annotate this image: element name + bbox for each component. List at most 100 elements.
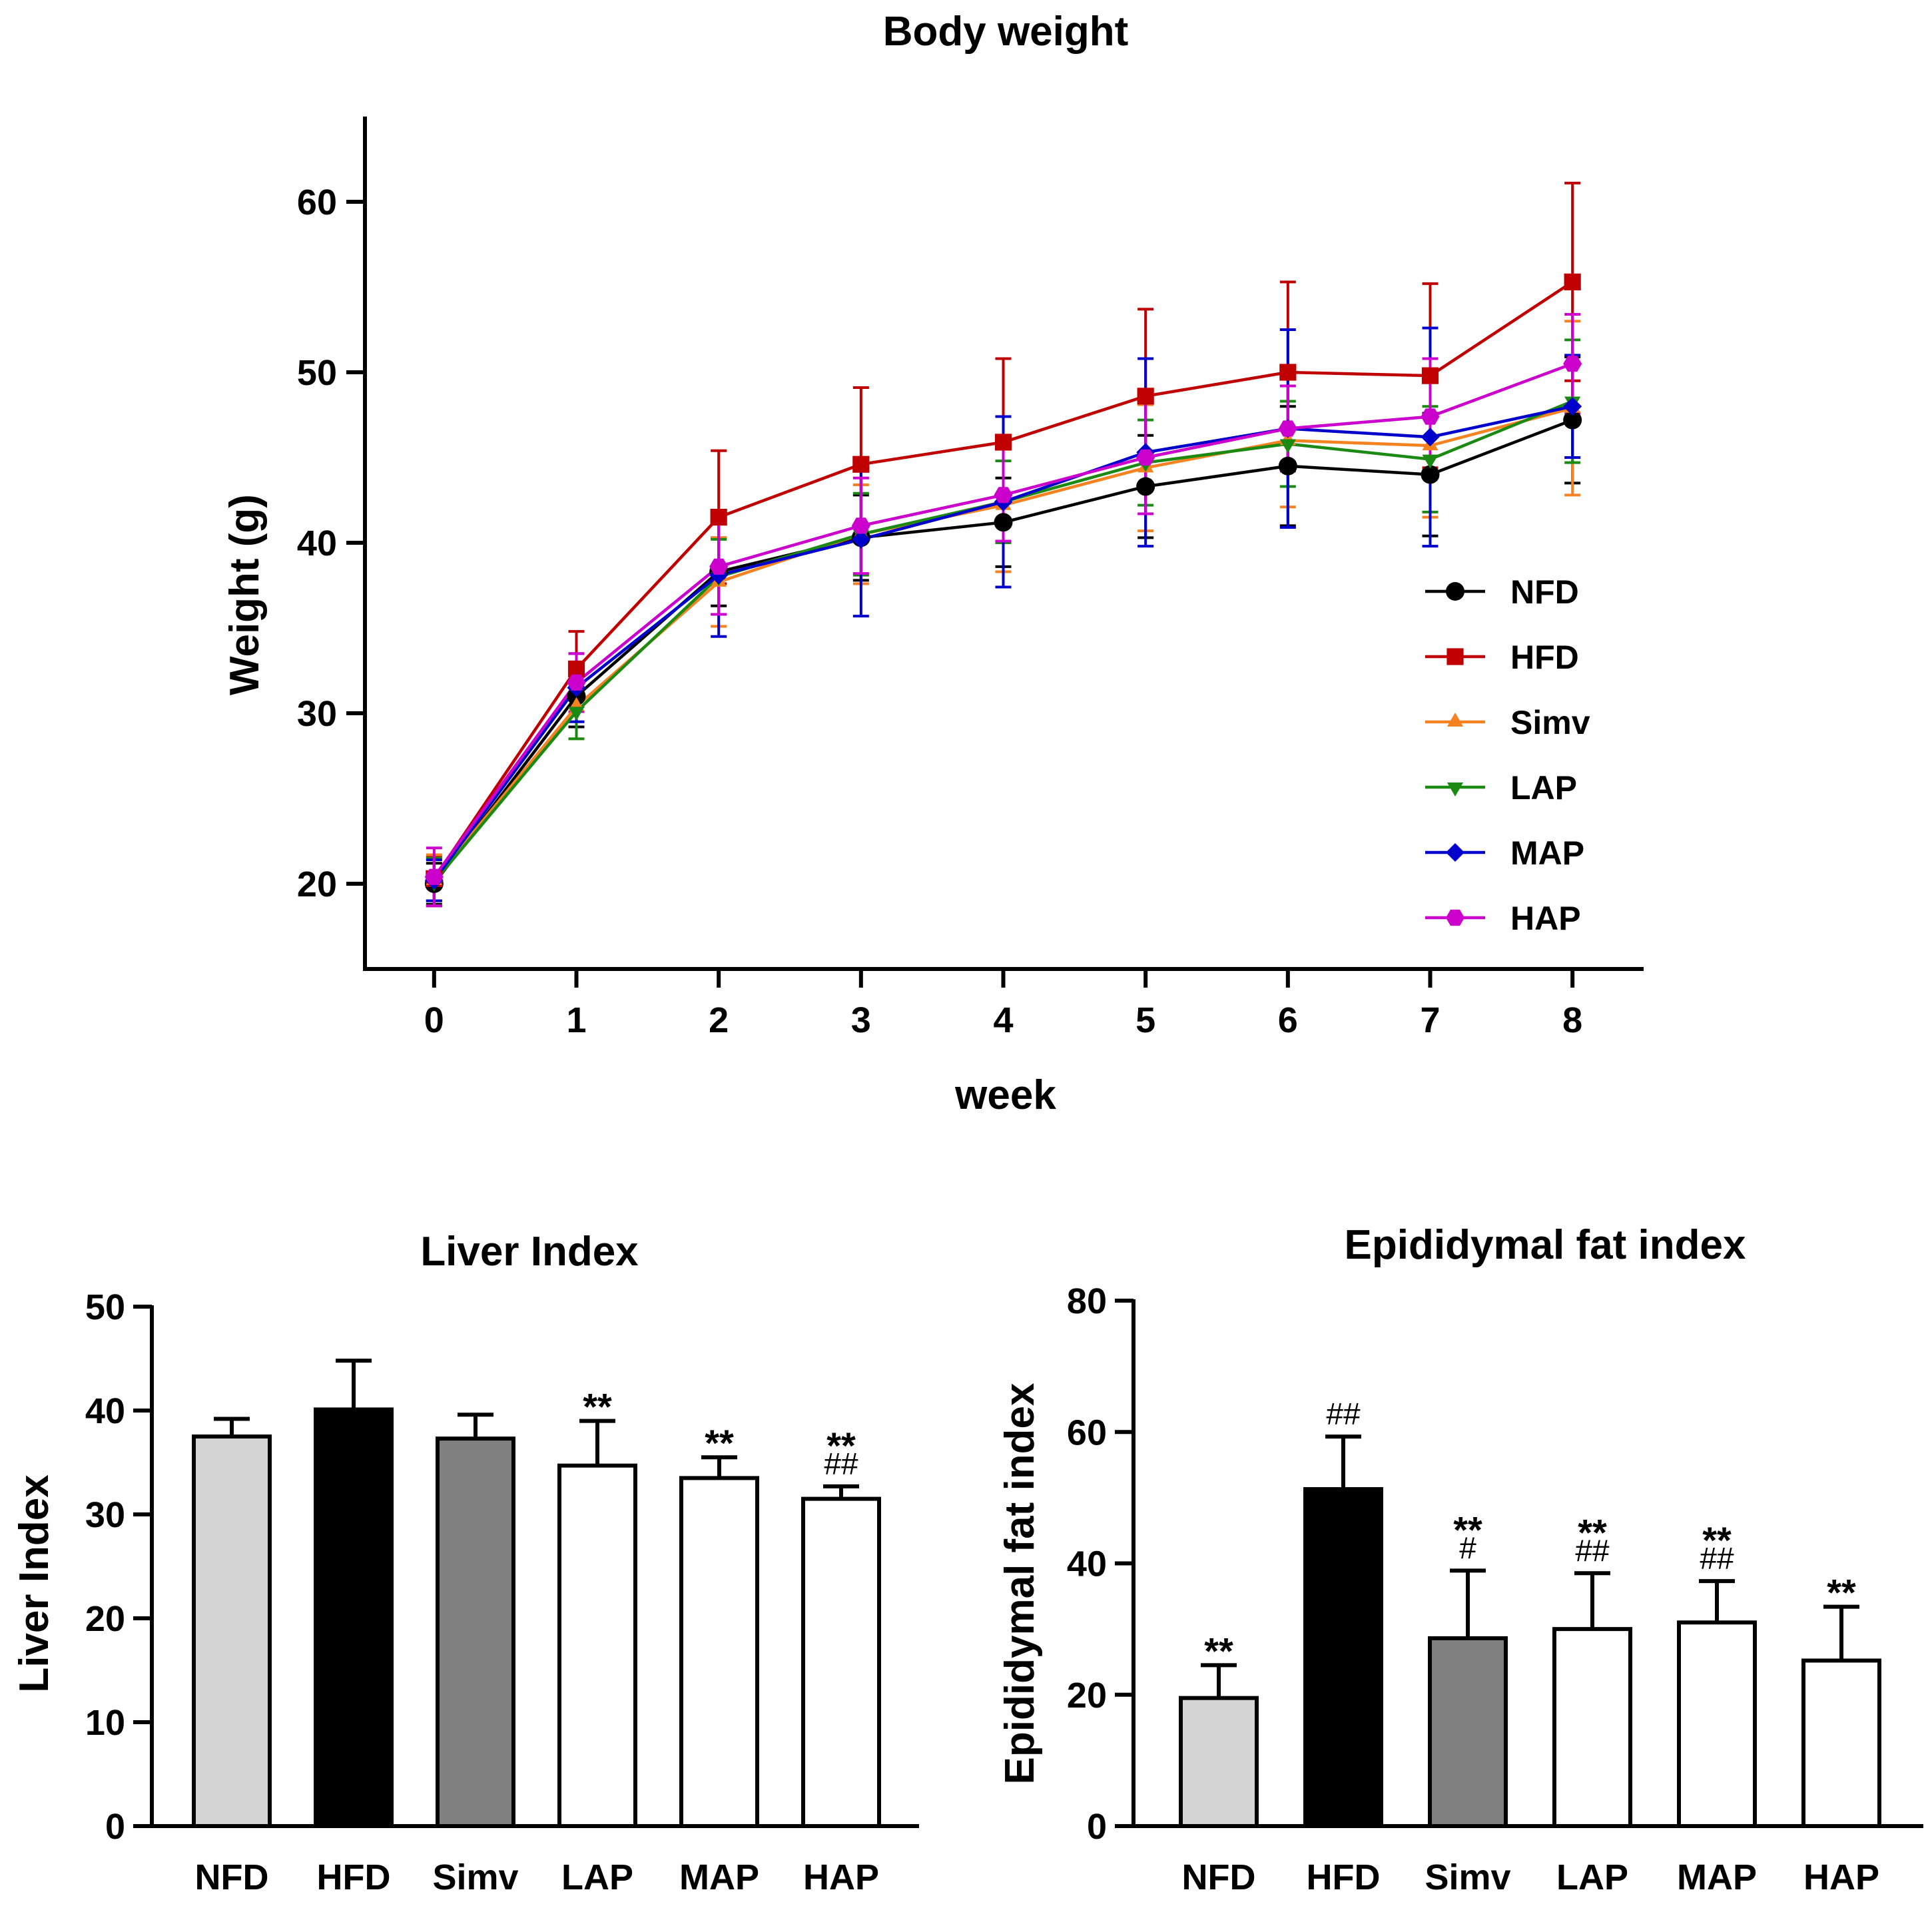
legend-marker-simv [1447, 713, 1464, 727]
x-tick-label: 2 [709, 1000, 729, 1040]
legend-label-simv: Simv [1510, 704, 1590, 741]
point-hap [851, 517, 870, 534]
bar-hfd [1303, 1487, 1383, 1828]
annotation-star-nfd: ** [1204, 1630, 1233, 1672]
y-tick-label: 10 [85, 1703, 125, 1743]
point-hap [1563, 356, 1582, 372]
bar-nfd [1179, 1696, 1259, 1828]
x-tick-label-hfd: HFD [317, 1857, 391, 1897]
y-axis-label: Epididymal fat index [997, 1383, 1043, 1784]
point-hfd [1279, 364, 1297, 381]
y-tick-label: 60 [1067, 1413, 1107, 1452]
axes: 0 20 40 60 80 NFD HFD Simv LAP MAP HAP [1067, 1281, 1923, 1897]
y-tick-label: 0 [1087, 1807, 1107, 1847]
point-hap [709, 558, 729, 575]
x-tick-label-nfd: NFD [195, 1857, 269, 1897]
y-tick-label: 40 [297, 523, 337, 563]
point-lap [1422, 454, 1439, 469]
y-tick-label: 50 [297, 353, 337, 393]
point-hap [1278, 420, 1297, 437]
bars [1179, 1434, 1881, 1829]
y-tick-label: 50 [85, 1287, 125, 1327]
point-nfd [1136, 477, 1155, 496]
y-axis-label: Weight (g) [222, 494, 268, 695]
x-tick-label-hfd: HFD [1307, 1857, 1381, 1897]
bars [192, 1359, 881, 1829]
annotation-hash-hfd: ## [1326, 1397, 1361, 1431]
annotation-hash-map: ## [1700, 1541, 1734, 1576]
legend-marker-nfd [1446, 582, 1464, 601]
point-hfd [994, 434, 1012, 451]
x-axis-label: week [954, 1072, 1056, 1118]
x-tick-label-lap: LAP [561, 1857, 633, 1897]
legend-marker-hfd [1447, 648, 1464, 665]
annotation-star-simv: ** [1453, 1508, 1482, 1550]
y-tick-label: 60 [297, 182, 337, 222]
bar-hap [801, 1496, 881, 1829]
y-tick-label: 30 [297, 694, 337, 734]
point-hap [994, 487, 1013, 503]
annotation-star-hap: ** [826, 1425, 856, 1466]
x-tick-label-simv: Simv [1425, 1857, 1510, 1897]
point-map [1563, 397, 1582, 416]
x-tick-label-nfd: NFD [1182, 1857, 1256, 1897]
annotation-star-hap: ** [1827, 1572, 1856, 1614]
point-lap [568, 707, 585, 721]
annotation-hash-lap: ## [1575, 1533, 1610, 1568]
point-hfd [1564, 273, 1581, 290]
y-tick-label: 0 [105, 1807, 125, 1847]
legend-label-lap: LAP [1510, 769, 1577, 806]
bar-nfd [192, 1434, 272, 1828]
y-axis-label: Liver Index [11, 1474, 57, 1693]
point-hap [1136, 449, 1155, 466]
chart-title: Epididymal fat index [1345, 1222, 1746, 1268]
legend-marker-map [1446, 843, 1464, 862]
bar-simv [1428, 1636, 1508, 1829]
bar-lap [557, 1463, 637, 1828]
x-tick-label-map: MAP [1677, 1857, 1757, 1897]
legend: NFD HFD Simv LAP MAP HAP [1425, 573, 1590, 937]
liver-index-chart: Liver Index Liver Index 0 10 20 30 40 50 NFD HF… [11, 1229, 919, 1897]
point-map [851, 529, 870, 549]
y-tick-label: 20 [297, 864, 337, 904]
y-tick-label: 40 [85, 1391, 125, 1431]
x-tick-label-hap: HAP [1803, 1857, 1879, 1897]
annotation-star-map: ** [1702, 1519, 1732, 1561]
x-tick-label-hap: HAP [803, 1857, 879, 1897]
x-tick-label: 5 [1135, 1000, 1155, 1040]
x-tick-label-simv: Simv [432, 1857, 518, 1897]
bar-hfd [314, 1407, 394, 1828]
y-tick-label: 20 [1067, 1676, 1107, 1716]
annotation-star-lap: ** [583, 1386, 612, 1428]
legend-marker-lap [1447, 783, 1464, 796]
error-bars [426, 181, 1581, 908]
y-tick-label: 80 [1067, 1281, 1107, 1321]
point-lap [1279, 439, 1296, 454]
y-tick-label: 30 [85, 1495, 125, 1535]
point-hap [1421, 408, 1440, 425]
epididymal-fat-index-chart: Epididymal fat index Epididymal fat inde… [997, 1222, 1923, 1897]
x-tick-label-lap: LAP [1556, 1857, 1628, 1897]
bar-lap [1552, 1627, 1632, 1828]
axes: 20 30 40 50 60 0 1 2 3 4 5 6 7 8 [297, 117, 1644, 1040]
x-tick-label: 8 [1562, 1000, 1582, 1040]
point-nfd [1421, 465, 1440, 484]
point-hfd [710, 509, 727, 526]
significance-annotations: **###** ##**##**** [1204, 1397, 1856, 1672]
y-tick-label: 40 [1067, 1544, 1107, 1584]
point-hfd [852, 456, 870, 473]
y-tick-label: 20 [85, 1599, 125, 1639]
x-tick-label: 1 [566, 1000, 586, 1040]
legend-label-hap: HAP [1510, 900, 1581, 937]
x-tick-label: 0 [424, 1000, 444, 1040]
point-hfd [1137, 388, 1154, 405]
x-tick-label: 6 [1278, 1000, 1298, 1040]
point-nfd [1278, 456, 1297, 476]
legend-label-hfd: HFD [1510, 639, 1579, 676]
bar-map [679, 1476, 759, 1828]
x-tick-label: 4 [993, 1000, 1013, 1040]
chart-title: Body weight [883, 9, 1129, 55]
chart-title: Liver Index [420, 1229, 639, 1275]
legend-label-nfd: NFD [1510, 573, 1579, 611]
